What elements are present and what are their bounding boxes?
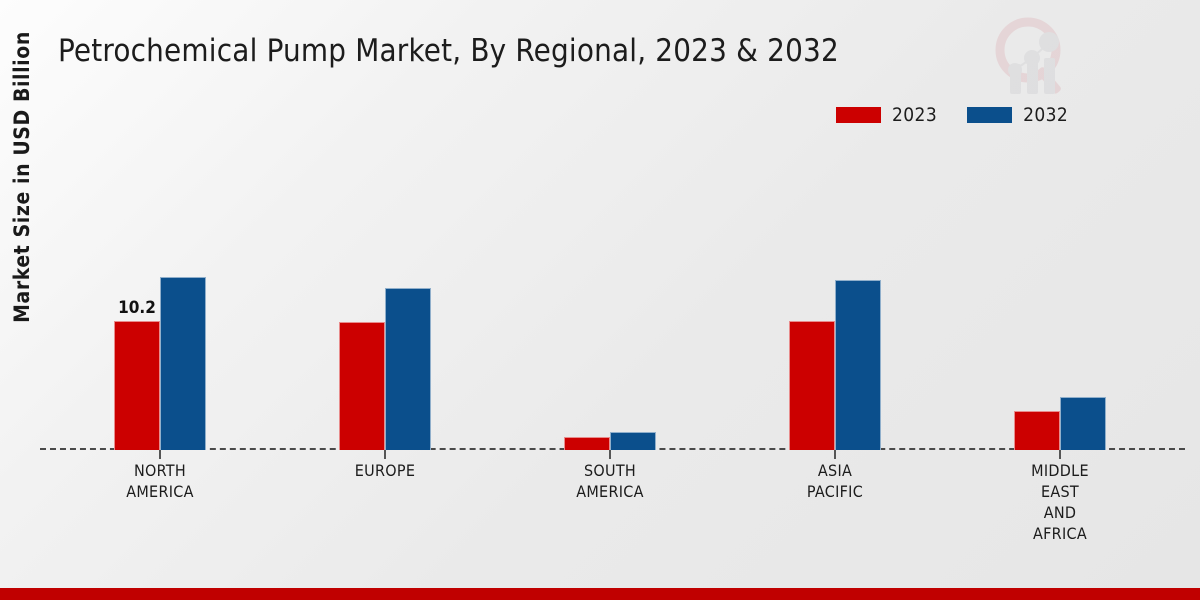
bar-group-north-america: 10.2 — [110, 277, 210, 459]
bar-value-label: 10.2 — [118, 298, 156, 318]
bar-group-europe — [335, 288, 435, 459]
legend-label-2023: 2023 — [892, 104, 938, 126]
bar-2023-north-america[interactable]: 10.2 — [114, 298, 160, 450]
x-tick-europe — [384, 450, 386, 459]
chart-title: Petrochemical Pump Market, By Regional, … — [58, 33, 839, 69]
x-label-line: EUROPE — [354, 461, 416, 480]
x-label-line: AND — [1043, 503, 1077, 522]
x-label-south-america: SOUTH AMERICA — [520, 460, 700, 502]
x-label-line: EAST — [1040, 482, 1080, 501]
x-tick-middle-east-and-africa — [1059, 450, 1061, 459]
x-tick-north-america — [159, 450, 161, 459]
bar-2032-north-america[interactable] — [160, 277, 206, 450]
bar-2032-south-america[interactable] — [610, 432, 656, 450]
bar-group-middle-east-and-africa — [1010, 397, 1110, 459]
x-label-middle-east-and-africa: MIDDLE EAST AND AFRICA — [970, 460, 1150, 544]
legend-label-2032: 2032 — [1023, 104, 1069, 126]
x-tick-asia-pacific — [834, 450, 836, 459]
watermark-logo-icon — [978, 8, 1086, 100]
x-tick-south-america — [609, 450, 611, 459]
x-label-line: AFRICA — [1032, 524, 1088, 543]
x-label-north-america: NORTH AMERICA — [70, 460, 250, 502]
bar-2023-south-america[interactable] — [564, 437, 610, 450]
bar-2023-europe[interactable] — [339, 322, 385, 450]
x-label-line: AMERICA — [576, 482, 644, 501]
x-label-line: NORTH — [133, 461, 187, 480]
x-label-asia-pacific: ASIA PACIFIC — [745, 460, 925, 502]
x-label-europe: EUROPE — [295, 460, 475, 481]
footer-accent-band — [0, 588, 1200, 600]
bar-2023-middle-east-and-africa[interactable] — [1014, 411, 1060, 450]
bar-2032-middle-east-and-africa[interactable] — [1060, 397, 1106, 450]
bar-group-south-america — [560, 432, 660, 459]
bar-2032-asia-pacific[interactable] — [835, 280, 881, 450]
legend-swatch-2032 — [967, 107, 1013, 123]
x-label-line: MIDDLE — [1031, 461, 1089, 480]
x-label-line: ASIA — [817, 461, 853, 480]
bar-2023-asia-pacific[interactable] — [789, 321, 835, 450]
bar-group-asia-pacific — [785, 280, 885, 459]
legend-item-2023[interactable]: 2023 — [836, 104, 937, 126]
bar-groups: 10.2 — [40, 130, 1190, 459]
chart-legend: 2023 2032 — [836, 104, 1068, 126]
y-axis-title: Market Size in USD Billion — [10, 31, 34, 323]
bar-2032-europe[interactable] — [385, 288, 431, 450]
legend-item-2032[interactable]: 2032 — [967, 104, 1068, 126]
legend-swatch-2023 — [836, 107, 881, 123]
x-label-line: SOUTH — [583, 461, 637, 480]
x-label-line: AMERICA — [126, 482, 194, 501]
plot-area: 10.2 — [40, 130, 1190, 459]
x-label-line: PACIFIC — [806, 482, 864, 501]
